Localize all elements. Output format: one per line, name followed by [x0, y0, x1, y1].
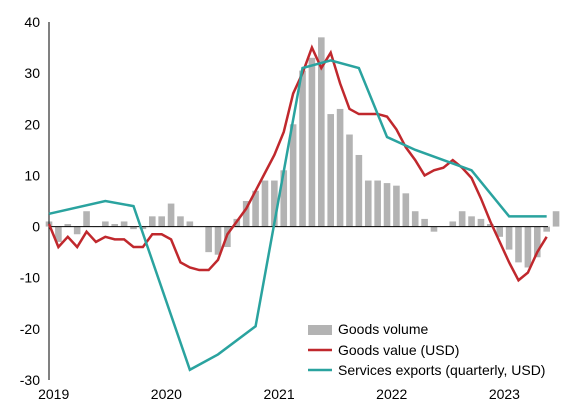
y-tick-label: -20 — [20, 321, 40, 337]
y-tick-label: 10 — [24, 167, 40, 183]
goods-volume-bar — [336, 108, 344, 227]
goods-volume-bar — [158, 216, 165, 227]
goods-volume-bar — [355, 154, 363, 227]
goods-volume-bar — [308, 57, 316, 227]
x-tick-label: 2022 — [376, 386, 407, 402]
x-tick-label: 2021 — [263, 386, 294, 402]
x-tick-label: 2019 — [38, 386, 69, 402]
goods-volume-bar — [177, 216, 184, 227]
goods-volume-bar — [430, 226, 438, 232]
legend-label-services-exports: Services exports (quarterly, USD) — [338, 362, 545, 378]
legend-swatch-goods-volume — [308, 325, 332, 335]
goods-volume-bar — [421, 218, 428, 227]
goods-volume-bar — [552, 211, 560, 227]
goods-volume-bar — [111, 224, 119, 227]
goods-volume-bar — [242, 201, 250, 227]
x-tick-label: 2020 — [151, 386, 182, 402]
goods-volume-bar — [327, 114, 334, 227]
goods-volume-bar — [402, 193, 410, 227]
goods-volume-bar — [205, 226, 212, 253]
goods-volume-bar — [487, 224, 494, 227]
goods-volume-bar — [543, 226, 550, 232]
goods-volume-bar — [102, 221, 109, 227]
legend: Goods volume Goods value (USD) Services … — [308, 321, 545, 378]
goods-volume-bar — [505, 226, 513, 250]
goods-volume-bar — [468, 216, 475, 227]
goods-volume-bar — [289, 124, 297, 227]
goods-volume-bar — [496, 226, 504, 237]
goods-volume-bar — [299, 70, 306, 227]
goods-volume-bar — [167, 203, 175, 227]
goods-volume-bar — [130, 226, 137, 230]
y-tick-label: -10 — [20, 270, 40, 286]
goods-volume-bar — [383, 183, 391, 227]
goods-value-line — [47, 44, 548, 283]
goods-volume-bar — [515, 226, 522, 263]
y-tick-label: -30 — [20, 372, 40, 388]
goods-volume-bar — [261, 180, 269, 227]
goods-volume-bar — [477, 218, 485, 227]
goods-volume-bars — [45, 37, 560, 268]
goods-volume-bar — [55, 226, 62, 242]
legend-label-goods-value: Goods value (USD) — [338, 342, 459, 358]
goods-volume-bar — [271, 180, 278, 227]
goods-volume-bar — [364, 180, 372, 227]
goods-volume-bar — [83, 211, 90, 227]
goods-volume-bar — [318, 37, 325, 227]
y-axis-ticks: -30 -20 -10 0 10 20 30 40 — [20, 14, 40, 388]
goods-volume-bar — [346, 134, 353, 227]
goods-volume-bar — [393, 185, 400, 227]
goods-volume-bar — [214, 226, 222, 255]
goods-volume-bar — [64, 224, 72, 227]
y-tick-label: 20 — [24, 116, 40, 132]
y-tick-label: 40 — [24, 14, 40, 30]
goods-volume-bar — [139, 226, 147, 230]
y-tick-label: 0 — [32, 219, 40, 235]
goods-volume-bar — [524, 226, 532, 268]
goods-volume-bar — [449, 221, 457, 227]
goods-volume-bar — [148, 216, 156, 227]
goods-volume-bar — [280, 170, 288, 227]
services-exports-line — [48, 59, 547, 372]
goods-volume-bar — [458, 211, 466, 227]
x-axis-ticks: 2019 2020 2021 2022 2023 — [38, 386, 520, 402]
y-tick-label: 30 — [24, 65, 40, 81]
goods-volume-bar — [533, 226, 541, 258]
goods-volume-bar — [374, 180, 381, 227]
x-tick-label: 2023 — [489, 386, 520, 402]
goods-volume-bar — [186, 221, 194, 227]
goods-volume-bar — [73, 226, 81, 235]
goods-volume-bar — [411, 211, 419, 227]
goods-volume-bar — [120, 221, 128, 227]
legend-label-goods-volume: Goods volume — [338, 321, 428, 337]
goods-volume-bar — [252, 190, 259, 227]
